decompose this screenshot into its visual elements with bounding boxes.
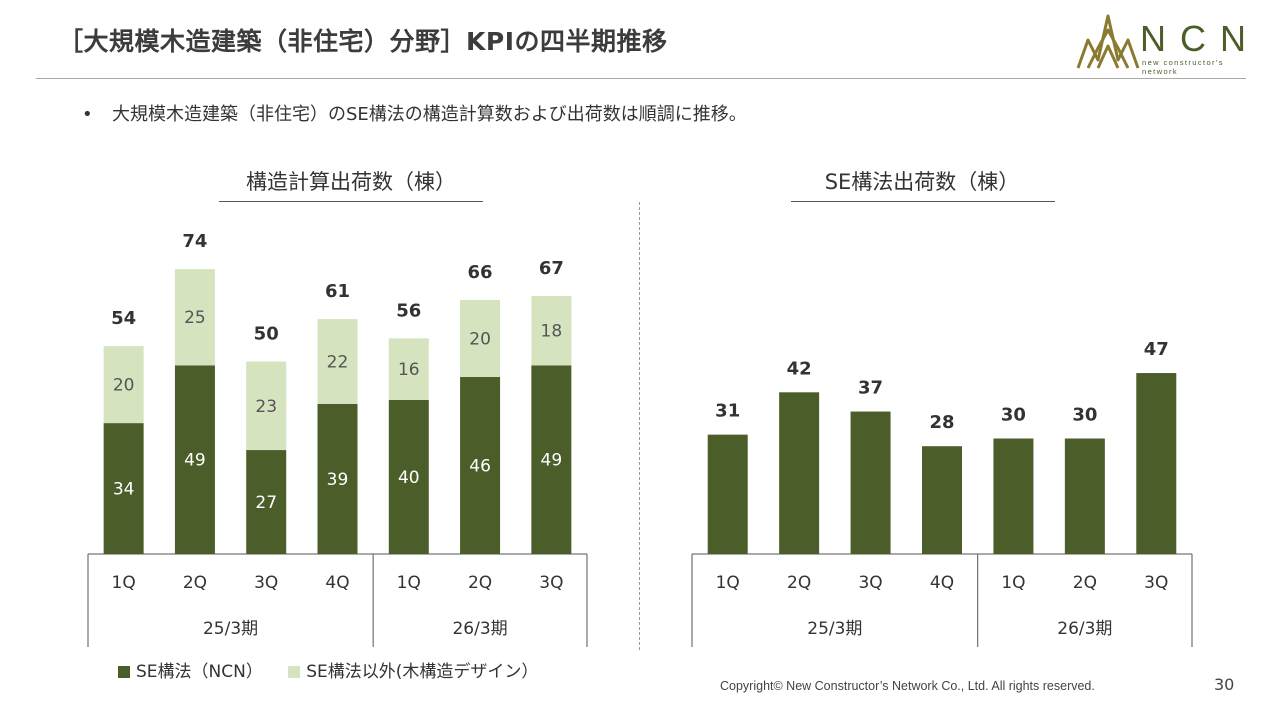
summary-bullet: • 大規模木造建築（非住宅）のSE構法の構造計算数および出荷数は順調に推移。 — [82, 100, 747, 126]
left-chart-label-other: 22 — [327, 353, 349, 373]
right-chart-tick-label: 1Q — [1001, 573, 1025, 593]
ncn-logo-mark-icon — [1076, 14, 1140, 69]
left-chart-label-other: 20 — [113, 376, 135, 396]
right-chart-tick-label: 2Q — [1073, 573, 1097, 593]
left-chart-bar-other — [174, 269, 215, 366]
left-chart-bar-se — [103, 423, 144, 554]
left-chart-label-se: 39 — [327, 470, 349, 490]
right-chart-label-value: 47 — [1144, 339, 1169, 360]
right-chart-tick-label: 3Q — [858, 573, 882, 593]
legend-swatch-light — [288, 666, 301, 678]
legend-label-other: SE構法以外(木構造デザイン） — [306, 662, 539, 682]
left-chart-bar-se — [174, 365, 215, 554]
left-chart-bar-other — [388, 338, 429, 400]
left-chart-title: 構造計算出荷数（棟） — [246, 170, 456, 194]
left-chart-tick-label: 3Q — [254, 573, 278, 593]
left-chart-label-total: 61 — [325, 281, 350, 302]
left-chart-tick-label: 3Q — [539, 573, 563, 593]
right-chart-tick-label: 2Q — [787, 573, 811, 593]
left-chart-bar-other — [460, 299, 501, 377]
left-chart-bar-se — [317, 403, 358, 554]
left-chart-group-label: 25/3期 — [203, 619, 258, 639]
left-chart-label-other: 23 — [255, 397, 277, 417]
chart-divider — [639, 202, 640, 650]
left-chart-group-label: 26/3期 — [452, 619, 507, 639]
legend: SE構法（NCN） SE構法以外(木構造デザイン） — [118, 657, 558, 682]
left-chart-label-other: 16 — [398, 360, 420, 380]
left-chart-tick-label: 1Q — [397, 573, 421, 593]
legend-item-other: SE構法以外(木構造デザイン） — [288, 657, 538, 682]
summary-text: 大規模木造建築（非住宅）のSE構法の構造計算数および出荷数は順調に推移。 — [112, 104, 747, 125]
right-chart-bar — [850, 411, 891, 554]
right-chart-group-label: 25/3期 — [807, 619, 862, 639]
left-chart-tick-label: 4Q — [325, 573, 349, 593]
left-chart-tick-label: 2Q — [468, 573, 492, 593]
left-chart-label-se: 40 — [398, 468, 420, 488]
right-chart-tick-label: 1Q — [716, 573, 740, 593]
right-chart-bar — [922, 446, 962, 554]
left-chart-label-total: 50 — [254, 324, 279, 345]
left-chart-label-total: 74 — [182, 231, 207, 252]
right-chart-title: SE構法出荷数（棟） — [824, 170, 1020, 194]
left-chart-label-other: 20 — [469, 329, 491, 349]
right-chart-label-value: 30 — [1001, 405, 1026, 426]
left-chart-title-underline — [219, 201, 483, 202]
ncn-logo: NCN new constructor's network — [1074, 10, 1246, 76]
left-chart-label-other: 18 — [541, 322, 563, 342]
left-chart-label-total: 67 — [539, 258, 564, 279]
right-chart-bar — [779, 392, 820, 554]
right-chart-tick-label: 4Q — [930, 573, 954, 593]
title-divider — [36, 78, 1246, 79]
right-chart-bar — [1064, 438, 1105, 554]
right-chart-label-value: 37 — [858, 378, 883, 399]
left-chart-bar-other — [246, 361, 287, 451]
right-chart-label-value: 28 — [929, 412, 954, 433]
left-chart-bar-se — [531, 365, 572, 554]
right-chart-group-label: 26/3期 — [1057, 619, 1112, 639]
right-chart-bar — [1136, 373, 1177, 554]
left-chart-label-se: 27 — [255, 493, 277, 513]
right-chart-label-value: 31 — [715, 401, 740, 422]
left-chart-tick-label: 2Q — [183, 573, 207, 593]
left-chart-bar-other — [317, 319, 358, 404]
left-chart-label-se: 49 — [184, 451, 206, 471]
left-chart-bar-se — [246, 450, 287, 554]
legend-label-se: SE構法（NCN） — [136, 662, 263, 682]
right-chart-tick-label: 3Q — [1144, 573, 1168, 593]
left-chart-label-se: 34 — [113, 480, 135, 500]
left-chart-label-total: 56 — [396, 300, 421, 321]
legend-swatch-dark — [118, 666, 130, 678]
left-chart-label-other: 25 — [184, 308, 206, 328]
right-chart-bar — [993, 438, 1034, 554]
page-number: 30 — [1214, 675, 1235, 694]
right-chart-label-value: 42 — [787, 358, 812, 379]
left-chart-tick-label: 1Q — [112, 573, 136, 593]
left-chart-bar-se — [460, 376, 501, 554]
left-chart-label-total: 66 — [468, 262, 493, 283]
left-chart-label-total: 54 — [111, 308, 136, 329]
logo-tagline: new constructor's network — [1142, 58, 1224, 76]
copyright-notice: Copyright© New Constructor’s Network Co.… — [720, 679, 1095, 693]
left-chart-bar-other — [531, 296, 572, 366]
left-chart-label-se: 46 — [469, 456, 491, 476]
left-chart-label-se: 49 — [541, 451, 563, 471]
logo-wordmark: NCN — [1140, 18, 1260, 59]
right-chart-label-value: 30 — [1072, 405, 1097, 426]
left-chart-bar-se — [388, 400, 429, 554]
bullet-marker: • — [82, 104, 93, 125]
page-title: ［大規模木造建築（非住宅）分野］KPIの四半期推移 — [58, 27, 668, 56]
right-chart-bar — [707, 434, 748, 554]
legend-item-se: SE構法（NCN） — [118, 657, 263, 682]
right-chart-title-underline — [791, 201, 1055, 202]
left-chart-bar-other — [103, 346, 144, 424]
